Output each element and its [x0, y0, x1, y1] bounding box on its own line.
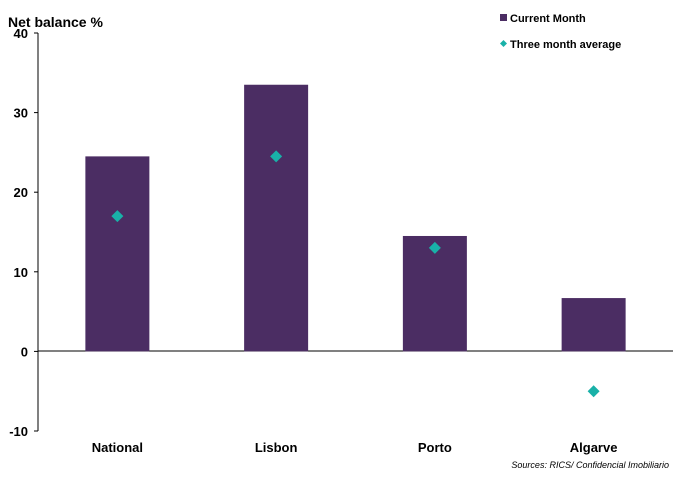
markers — [111, 150, 600, 398]
legend: Current Month Three month average — [500, 13, 621, 51]
legend-swatch-current-month — [500, 14, 507, 21]
y-ticks: -10 0 10 20 30 40 — [9, 26, 38, 439]
x-tick-label: National — [92, 440, 143, 455]
bar-porto — [402, 235, 467, 352]
legend-label-current-month: Current Month — [510, 13, 586, 25]
bar-national — [85, 156, 150, 352]
x-tick-label: Lisbon — [255, 440, 298, 455]
y-axis-label: Net balance % — [8, 14, 103, 30]
bars — [85, 84, 626, 352]
x-tick-label: Porto — [418, 440, 452, 455]
legend-swatch-three-month-average — [500, 40, 507, 47]
y-tick-label: 30 — [14, 106, 28, 121]
y-tick-label: 10 — [14, 265, 28, 280]
y-tick-label: 40 — [14, 26, 28, 41]
marker-national — [111, 210, 124, 223]
marker-algarve — [587, 385, 600, 398]
y-tick-label: -10 — [9, 424, 28, 439]
y-tick-label: 20 — [14, 185, 28, 200]
marker-porto — [428, 241, 441, 254]
source-note: Sources: RICS/ Confidencial Imobiliario — [511, 460, 669, 470]
legend-label-three-month-average: Three month average — [510, 39, 621, 51]
x-labels: National Lisbon Porto Algarve — [92, 440, 618, 455]
marker-lisbon — [270, 150, 283, 163]
bar-lisbon — [244, 84, 309, 352]
y-tick-label: 0 — [21, 344, 28, 359]
x-tick-label: Algarve — [570, 440, 618, 455]
bar-algarve — [561, 298, 626, 352]
